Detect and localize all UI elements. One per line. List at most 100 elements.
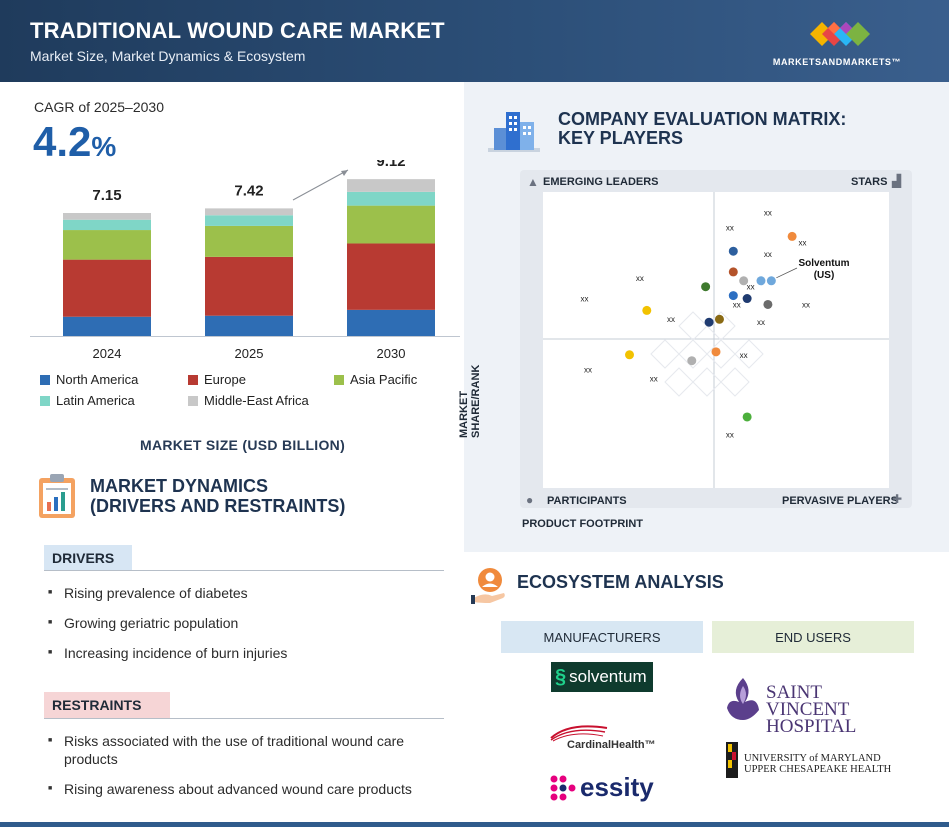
company-placeholder-label: xx xyxy=(650,374,658,383)
essity-text: essity xyxy=(580,772,654,802)
umd-text: UNIVERSITY of MARYLAND UPPER CHESAPEAKE … xyxy=(744,753,891,775)
company-placeholder-label: xx xyxy=(636,274,644,283)
bar-total-label: 9.12 xyxy=(376,160,405,170)
growth-arrow-head xyxy=(341,170,348,176)
driver-item: Increasing incidence of burn injuries xyxy=(48,644,448,662)
company-point xyxy=(704,317,714,327)
legend-item: Latin America xyxy=(40,393,135,408)
brand-name: MARKETSANDMARKETS™ xyxy=(772,57,902,67)
company-placeholder-label: xx xyxy=(799,238,807,247)
cardinal-health-logo: CardinalHealth™ xyxy=(547,720,667,760)
company-point xyxy=(787,231,797,241)
legend-label: North America xyxy=(56,372,139,387)
page-title: TRADITIONAL WOUND CARE MARKET xyxy=(30,18,445,43)
company-placeholder-label: xx xyxy=(581,295,589,304)
diamond-watermark xyxy=(678,311,708,341)
company-point xyxy=(642,305,652,315)
cagr-unit: % xyxy=(91,131,117,162)
essity-dots-icon xyxy=(550,775,576,801)
manufacturers-header: MANUFACTURERS xyxy=(501,621,703,653)
bar-segment-asia-pacific xyxy=(347,205,435,244)
market-size-label: MARKET SIZE (USD BILLION) xyxy=(140,437,346,453)
restraints-tag: RESTRAINTS xyxy=(44,692,170,718)
brand-logo: MARKETSANDMARKETS™ xyxy=(762,12,912,72)
market-dynamics-title-line2: (DRIVERS AND RESTRAINTS) xyxy=(90,496,346,516)
brand-diamonds-icon xyxy=(810,22,870,46)
diamond-watermark xyxy=(664,367,694,397)
market-dynamics-title: MARKET DYNAMICS (DRIVERS AND RESTRAINTS) xyxy=(90,476,345,516)
company-point xyxy=(742,294,752,304)
cagr-number: 4.2 xyxy=(33,118,92,165)
drivers-tag: DRIVERS xyxy=(44,545,132,571)
cardinal-health-text: CardinalHealth™ xyxy=(567,739,656,751)
legend-swatch xyxy=(188,395,198,406)
company-placeholder-label: xx xyxy=(802,300,810,309)
diamond-watermark xyxy=(734,339,764,369)
legend-swatch xyxy=(40,395,50,406)
cagr-value: 4.2% xyxy=(33,118,116,166)
growth-arrow xyxy=(292,169,349,201)
quadrant-emerging-leaders: EMERGING LEADERS xyxy=(543,176,659,188)
legend-label: Middle-East Africa xyxy=(204,393,309,408)
company-placeholder-label: xx xyxy=(726,223,734,232)
x-tick-label: 2030 xyxy=(377,346,406,361)
umd-line1: UNIVERSITY of MARYLAND xyxy=(744,753,881,764)
bar-segment-middle-east-africa xyxy=(347,179,435,192)
cardinal-swoosh-icon xyxy=(550,725,608,742)
company-point xyxy=(739,276,749,286)
diamond-watermark xyxy=(692,367,722,397)
bar-segment-latin-america xyxy=(63,219,151,231)
essity-logo: essity xyxy=(548,772,668,804)
umd-line2: UPPER CHESAPEAKE HEALTH xyxy=(744,764,892,775)
matrix-x-axis-label: PRODUCT FOOTPRINT xyxy=(522,518,643,530)
participants-icon: ● xyxy=(526,493,534,507)
diamond-watermark xyxy=(706,339,736,369)
restraint-item: Rising awareness about advanced wound ca… xyxy=(48,780,448,798)
diamond-watermark xyxy=(678,339,708,369)
drivers-divider xyxy=(44,570,444,571)
legend-item: North America xyxy=(40,372,138,387)
quadrant-stars: STARS xyxy=(851,176,888,188)
bar-segment-north-america xyxy=(347,309,435,336)
solventum-label: Solventum xyxy=(798,258,849,269)
ecosystem-title: ECOSYSTEM ANALYSIS xyxy=(517,572,724,592)
user-hand-icon xyxy=(471,568,505,604)
company-point xyxy=(766,276,776,286)
company-placeholder-label: xx xyxy=(726,431,734,440)
saint-vincent-text: SAINT VINCENT HOSPITAL xyxy=(766,683,893,736)
puzzle-icon: ✚ xyxy=(892,492,903,506)
company-point xyxy=(728,246,738,256)
quadrant-participants: PARTICIPANTS xyxy=(547,495,627,507)
solventum-logo-text: solventum xyxy=(569,667,647,686)
bar-segment-europe xyxy=(205,256,293,316)
evaluation-matrix-title: COMPANY EVALUATION MATRIX: KEY PLAYERS xyxy=(558,110,846,148)
legend-label: Europe xyxy=(204,372,246,387)
bar-segment-north-america xyxy=(205,315,293,336)
diamond-watermark xyxy=(650,339,680,369)
legend-item: Middle-East Africa xyxy=(188,393,309,408)
legend-label: Asia Pacific xyxy=(350,372,418,387)
buildings-icon xyxy=(488,112,540,152)
bar-total-label: 7.15 xyxy=(92,187,121,204)
solventum-country-label: (US) xyxy=(814,270,835,281)
company-point xyxy=(756,276,766,286)
driver-item: Growing geriatric population xyxy=(48,614,448,632)
legend-swatch xyxy=(40,374,50,385)
solventum-mark-icon: § xyxy=(555,665,567,688)
company-placeholder-label: xx xyxy=(584,366,592,375)
cagr-label: CAGR of 2025–2030 xyxy=(34,99,164,115)
x-tick-label: 2024 xyxy=(93,346,122,361)
saint-vincent-hospital-logo: SAINT VINCENT HOSPITAL xyxy=(723,676,893,736)
company-placeholder-label: xx xyxy=(667,315,675,324)
restraint-item: Risks associated with the use of traditi… xyxy=(48,732,448,768)
company-point xyxy=(714,314,724,324)
restraints-list: Risks associated with the use of traditi… xyxy=(48,732,448,798)
bar-segment-asia-pacific xyxy=(63,230,151,260)
bar-segment-asia-pacific xyxy=(205,225,293,257)
end-users-header: END USERS xyxy=(712,621,914,653)
footer-bar xyxy=(0,822,949,827)
company-point xyxy=(625,350,634,360)
clipboard-chart-icon xyxy=(39,474,75,518)
stars-icon: ▟ xyxy=(892,174,902,188)
